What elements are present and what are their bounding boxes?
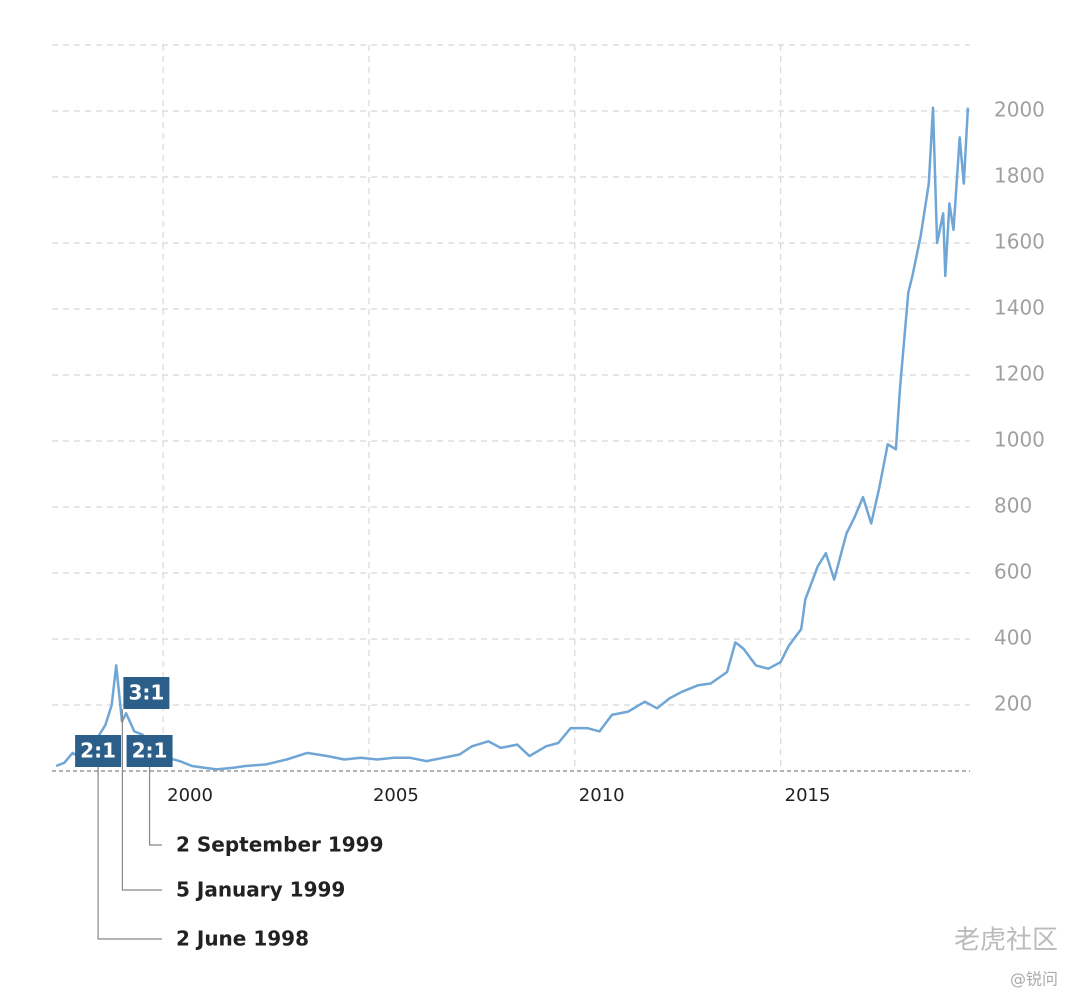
y-tick-label: 400	[994, 626, 1032, 650]
split-box	[126, 735, 173, 767]
y-tick-label: 1800	[994, 164, 1045, 188]
split-label: 3:1	[128, 681, 164, 705]
watermark-handle: @锐问	[1010, 970, 1058, 989]
y-tick-label: 1600	[994, 230, 1045, 254]
x-tick-label: 2015	[785, 785, 831, 806]
leader-line	[148, 767, 162, 846]
y-tick-label: 2000	[994, 98, 1045, 122]
price-line	[55, 106, 970, 771]
split-label: 2:1	[80, 739, 116, 763]
y-tick-label: 1200	[994, 362, 1045, 386]
watermark: 老虎社区	[954, 926, 1058, 956]
split-box	[123, 677, 170, 709]
split-date: 2 June 1998	[176, 927, 309, 951]
split-date: 2 September 1999	[176, 833, 384, 857]
split-date: 5 January 1999	[176, 878, 345, 902]
y-tick-label: 1000	[994, 428, 1045, 452]
split-label: 2:1	[132, 739, 168, 763]
y-tick-label: 1400	[994, 296, 1045, 320]
x-tick-label: 2000	[167, 785, 213, 806]
x-tick-label: 2005	[373, 785, 419, 806]
y-tick-label: 200	[994, 692, 1032, 716]
y-tick-label: 600	[994, 560, 1032, 584]
y-tick-label: 800	[994, 494, 1032, 518]
leader-line	[97, 767, 162, 940]
leader-line	[121, 709, 162, 891]
x-tick-label: 2010	[579, 785, 625, 806]
split-box	[75, 735, 122, 767]
